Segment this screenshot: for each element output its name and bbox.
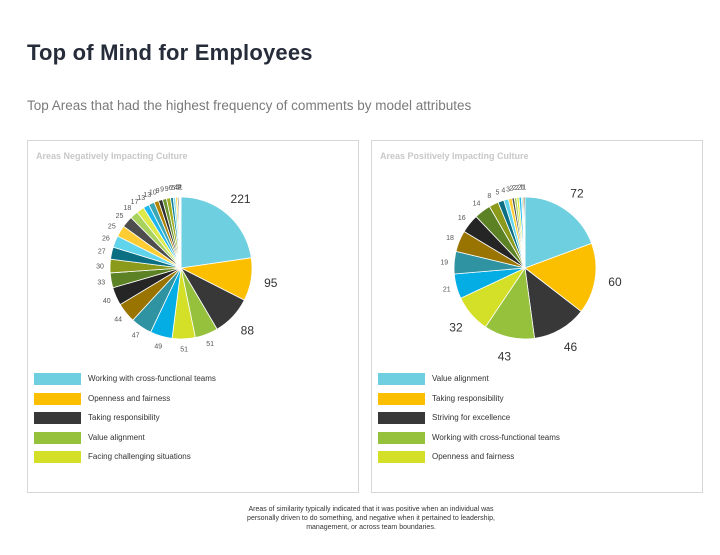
negative-value-label-20: 10 <box>149 190 157 197</box>
negative-legend-item-1: Working with cross-functional teams <box>34 373 334 385</box>
negative-chart-title: Areas Negatively Impacting Culture <box>36 151 188 161</box>
negative-legend-item-3: Taking responsibility <box>34 412 334 424</box>
negative-value-label-30: 1 <box>179 185 183 192</box>
positive-value-label-9: 16 <box>458 215 466 222</box>
negative-value-label-4: 51 <box>206 341 214 348</box>
positive-value-label-2: 60 <box>608 275 622 289</box>
positive-value-label-5: 32 <box>449 320 463 334</box>
positive-legend-swatch-1 <box>378 373 425 385</box>
positive-slice-21 <box>523 196 526 269</box>
negative-legend-swatch-2 <box>34 392 81 405</box>
negative-culture-panel: Areas Negatively Impacting Culture 221 95… <box>27 140 359 493</box>
negative-value-label-10: 33 <box>97 280 105 287</box>
positive-legend-label-5: Openness and fairness <box>432 452 515 461</box>
negative-value-label-11: 30 <box>96 263 104 270</box>
negative-value-label-26: 4 <box>174 185 178 192</box>
negative-value-label-3: 88 <box>241 323 255 337</box>
positive-value-label-6: 21 <box>443 286 451 293</box>
positive-legend-label-2: Taking responsibility <box>432 393 504 403</box>
negative-value-label-5: 51 <box>180 346 188 353</box>
negative-value-label-24: 6 <box>169 185 173 192</box>
negative-legend-swatch-5 <box>34 451 81 463</box>
negative-value-label-8: 44 <box>114 317 122 324</box>
positive-legend-swatch-2 <box>378 392 425 405</box>
positive-value-label-14: 3 <box>506 186 510 193</box>
negative-legend-label-4: Value alignment <box>88 432 145 442</box>
negative-value-label-6: 49 <box>154 343 162 350</box>
positive-value-label-8: 18 <box>446 235 454 242</box>
negative-value-label-13: 26 <box>102 235 110 242</box>
positive-value-label-21: 1 <box>522 185 526 192</box>
negative-value-label-16: 18 <box>123 205 131 212</box>
positive-value-label-19: 1 <box>520 185 524 192</box>
positive-legend-item-2: Taking responsibility <box>378 392 678 405</box>
positive-value-label-1: 72 <box>570 186 584 200</box>
negative-legend-label-2: Openness and fairness <box>88 393 171 403</box>
footnote: Areas of similarity typically indicated … <box>247 506 495 531</box>
negative-slice-1 <box>180 196 252 269</box>
negative-legend-label-1: Working with cross-functional teams <box>88 374 216 383</box>
negative-value-label-21: 9 <box>156 188 160 195</box>
negative-legend-label-5: Facing challenging situations <box>88 452 191 461</box>
negative-value-label-15: 25 <box>116 213 124 220</box>
negative-value-label-17: 17 <box>131 199 139 206</box>
positive-slice-2 <box>524 242 597 313</box>
positive-legend-label-3: Striving for excellence <box>432 413 511 422</box>
negative-value-label-9: 40 <box>103 298 111 305</box>
positive-culture-panel: Areas Positively Impacting Culture 72 60 4… <box>371 140 703 493</box>
positive-legend-label-1: Value alignment <box>432 374 489 383</box>
negative-value-label-29: 2 <box>178 185 182 192</box>
positive-value-label-4: 43 <box>498 350 512 364</box>
positive-value-label-15: 2 <box>509 186 513 193</box>
positive-value-label-11: 8 <box>487 193 491 200</box>
negative-value-label-27: 3 <box>176 185 180 192</box>
negative-value-label-7: 47 <box>132 333 140 340</box>
positive-legend-item-3: Striving for excellence <box>378 412 678 424</box>
positive-value-label-7: 19 <box>440 259 448 266</box>
negative-legend-swatch-3 <box>34 412 81 424</box>
positive-value-label-16: 2 <box>512 185 516 192</box>
positive-legend-swatch-5 <box>378 451 425 463</box>
positive-value-label-18: 2 <box>518 185 522 192</box>
positive-legend-item-4: Working with cross-functional teams <box>378 431 678 444</box>
negative-value-label-12: 27 <box>98 249 106 256</box>
positive-value-label-17: 2 <box>515 185 519 192</box>
positive-value-label-12: 5 <box>496 189 500 196</box>
positive-legend-swatch-4 <box>378 431 425 444</box>
positive-value-label-20: 1 <box>521 185 525 192</box>
negative-legend-swatch-1 <box>34 373 81 385</box>
positive-slice-1 <box>524 196 593 269</box>
negative-value-label-18: 13 <box>137 195 145 202</box>
negative-legend-label-3: Taking responsibility <box>88 413 160 422</box>
negative-legend-item-2: Openness and fairness <box>34 392 334 405</box>
negative-value-label-14: 25 <box>108 223 116 230</box>
negative-value-label-19: 13 <box>143 192 151 199</box>
negative-value-label-2: 95 <box>264 276 278 290</box>
negative-value-label-1: 221 <box>231 192 251 206</box>
page-title: Top of Mind for Employees <box>27 40 313 65</box>
negative-value-label-28: 2 <box>177 185 181 192</box>
negative-legend-swatch-4 <box>34 431 81 444</box>
negative-value-label-23: 9 <box>165 186 169 193</box>
positive-value-label-13: 4 <box>501 187 505 194</box>
positive-legend-item-5: Openness and fairness <box>378 451 678 463</box>
positive-legend-swatch-3 <box>378 412 425 424</box>
negative-legend-item-5: Facing challenging situations <box>34 451 334 463</box>
negative-value-label-25: 5 <box>171 185 175 192</box>
negative-value-label-22: 9 <box>160 187 164 194</box>
positive-legend-item-1: Value alignment <box>378 373 678 385</box>
negative-legend-item-4: Value alignment <box>34 431 334 444</box>
negative-pie-chart: 2219588515149474440333027262525181713131… <box>96 185 278 354</box>
positive-legend-label-4: Working with cross-functional teams <box>432 432 560 442</box>
page-subtitle: Top Areas that had the highest frequency… <box>27 98 472 113</box>
positive-value-label-3: 46 <box>564 340 578 354</box>
positive-chart-title: Areas Positively Impacting Culture <box>380 151 529 161</box>
positive-value-label-10: 14 <box>473 201 481 208</box>
